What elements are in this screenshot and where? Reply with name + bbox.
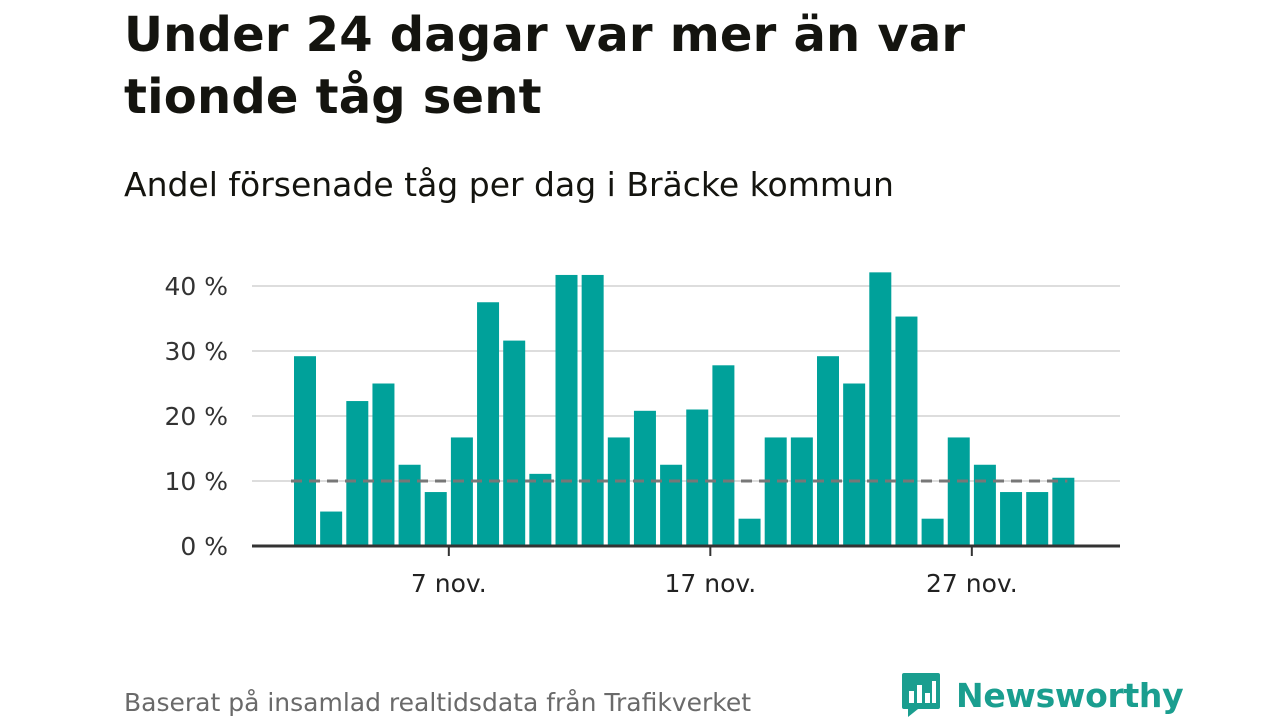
- bar: [843, 383, 866, 546]
- y-tick-label: 20 %: [164, 402, 228, 431]
- bar: [817, 356, 839, 546]
- y-tick-label: 10 %: [164, 467, 228, 496]
- bar-chart: 0 % 10 % 20 % 30 % 40 % 7 nov. 17 nov. 27 nov.: [164, 272, 1120, 598]
- x-axis: 7 nov. 17 nov. 27 nov.: [252, 544, 1120, 598]
- source-note: Baserat på insamlad realtidsdata från Tr…: [124, 688, 752, 717]
- bar: [921, 518, 944, 546]
- chart-title: Under 24 dagar var mer än var tionde tåg…: [124, 7, 966, 125]
- bar: [738, 518, 761, 546]
- chart-subtitle: Andel försenade tåg per dag i Bräcke kom…: [124, 165, 894, 204]
- bar: [398, 464, 421, 546]
- bar: [1052, 477, 1075, 546]
- bar: [450, 437, 473, 546]
- bar: [633, 410, 656, 546]
- newsworthy-logo-icon: [902, 673, 940, 717]
- y-tick-label: 30 %: [164, 337, 228, 366]
- bar: [555, 274, 578, 546]
- x-tick-label: 17 nov.: [664, 569, 756, 598]
- bar: [712, 365, 735, 546]
- bar: [320, 511, 343, 546]
- bar: [973, 464, 996, 546]
- bars: [294, 272, 1075, 546]
- bar: [869, 272, 892, 546]
- bar: [1000, 492, 1023, 546]
- bar: [503, 340, 526, 546]
- brand-name: Newsworthy: [956, 675, 1184, 715]
- y-tick-label: 40 %: [164, 272, 228, 301]
- bar: [660, 464, 683, 546]
- bar: [1026, 492, 1049, 546]
- bar: [424, 492, 447, 546]
- y-tick-label: 0 %: [180, 532, 228, 561]
- bar: [790, 437, 813, 546]
- bar: [346, 401, 369, 546]
- bar: [686, 409, 709, 546]
- bar: [764, 437, 787, 546]
- bar: [477, 302, 500, 546]
- bar: [947, 437, 970, 546]
- x-tick-label: 7 nov.: [411, 569, 487, 598]
- bar: [294, 356, 316, 546]
- x-tick-label: 27 nov.: [926, 569, 1018, 598]
- bar: [607, 437, 630, 546]
- bar: [895, 316, 918, 546]
- bar: [581, 274, 604, 546]
- y-axis-ticks: 0 % 10 % 20 % 30 % 40 %: [164, 272, 228, 561]
- brand-logo[interactable]: Newsworthy: [900, 670, 1184, 720]
- bar: [372, 383, 395, 546]
- bar: [529, 473, 552, 546]
